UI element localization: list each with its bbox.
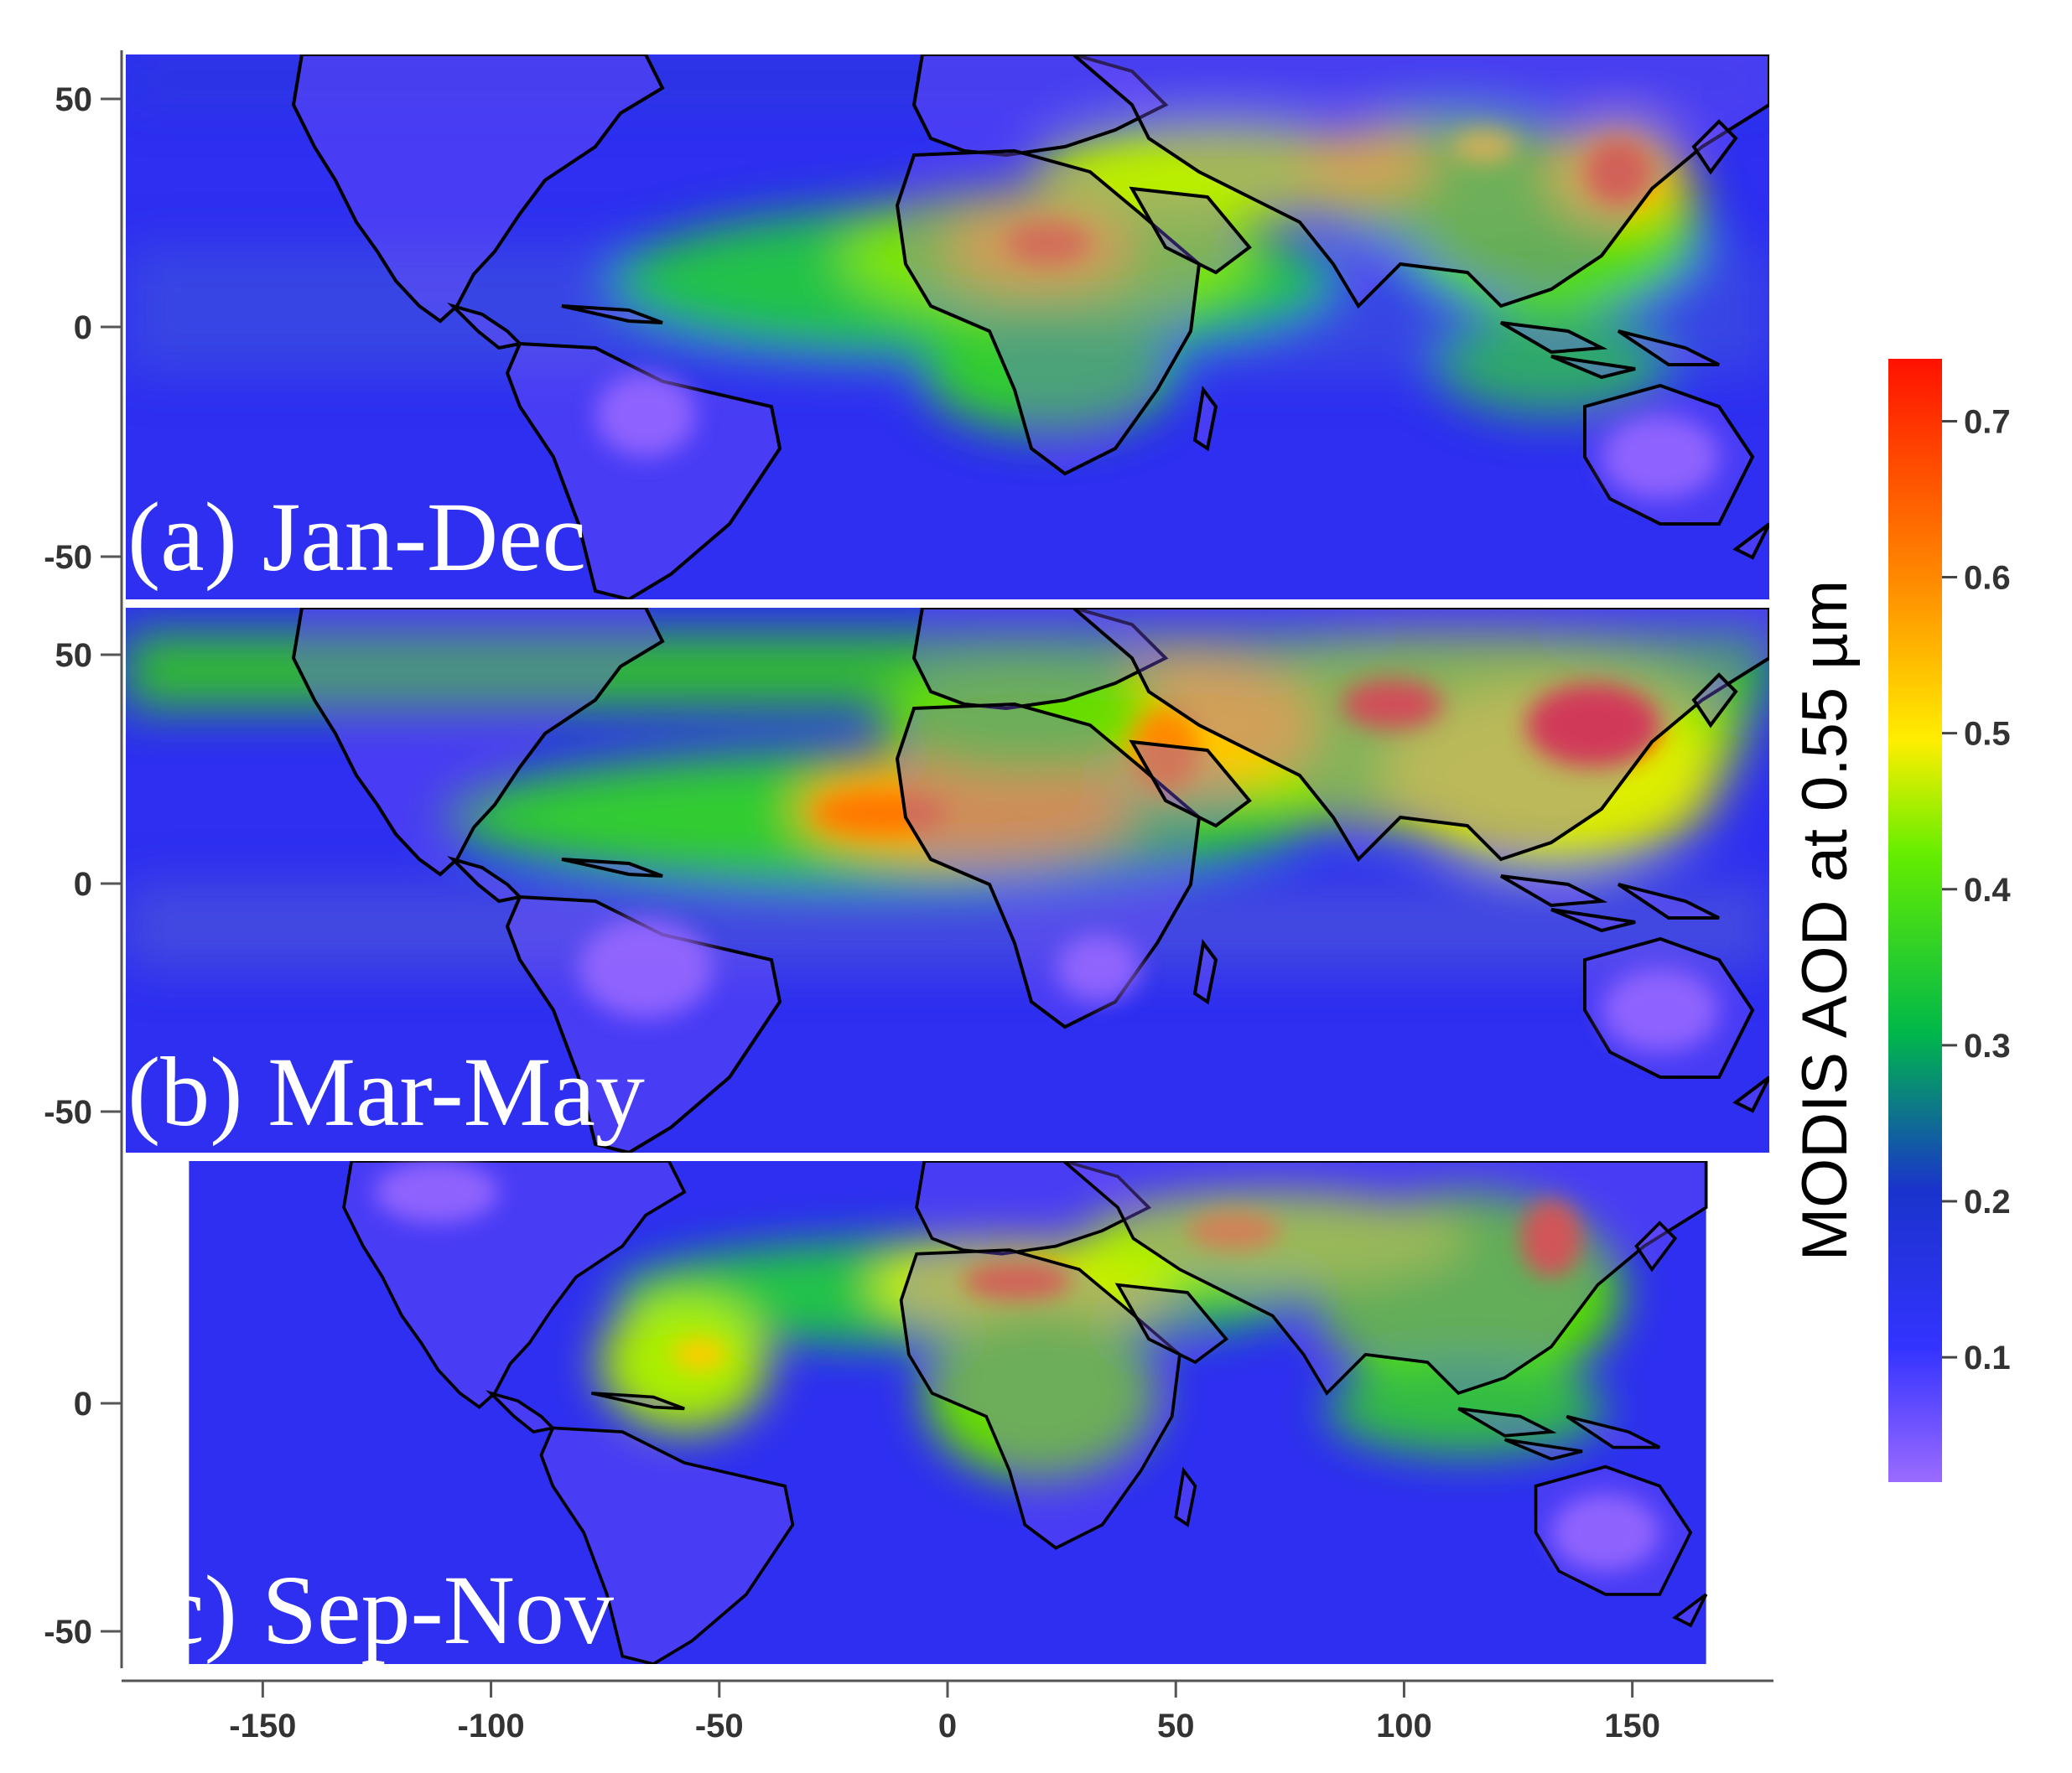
panel-c-label: (c) Sep-Nov <box>127 1555 614 1665</box>
x-axis-ticks: -150 -100 -50 0 50 100 150 <box>229 1681 1660 1744</box>
y-tick-label: 50 <box>55 637 93 674</box>
x-tick-label: 0 <box>938 1708 957 1744</box>
colorbar-tick-label: 0.1 <box>1964 1340 2011 1376</box>
y-tick-label: -50 <box>44 1614 92 1651</box>
panel-b-label: (b) Mar-May <box>127 1037 645 1147</box>
colorbar-title: MODIS AOD at 0.55 µm <box>1789 580 1861 1261</box>
x-tick-label: 100 <box>1376 1708 1432 1744</box>
colorbar-tick-label: 0.2 <box>1964 1184 2011 1221</box>
colorbar-tick-label: 0.7 <box>1964 403 2011 440</box>
y-tick-label: -50 <box>44 539 92 576</box>
y-tick-label: 0 <box>74 866 92 903</box>
x-tick-label: -100 <box>458 1708 525 1744</box>
y-tick-label: 0 <box>74 1386 92 1423</box>
panel-a-label: (a) Jan-Dec <box>127 482 586 592</box>
colorbar: 0.1 0.2 0.3 0.4 0.5 0.6 0.7 MODIS AOD at 0.55 … <box>1789 359 2011 1482</box>
panel-b <box>126 608 1769 1153</box>
y-tick-label: 50 <box>55 81 93 118</box>
x-tick-label: 150 <box>1604 1708 1660 1744</box>
x-tick-label: 50 <box>1157 1708 1195 1744</box>
colorbar-tick-label: 0.3 <box>1964 1028 2011 1065</box>
colorbar-tick-label: 0.5 <box>1964 716 2011 753</box>
colorbar-ticks: 0.1 0.2 0.3 0.4 0.5 0.6 0.7 <box>1942 403 2011 1376</box>
y-axis-ticks: 50 0 -50 50 0 -50 0 -50 <box>44 81 122 1651</box>
x-tick-label: -150 <box>229 1708 296 1744</box>
y-tick-label: 0 <box>74 309 92 346</box>
map-panels: (a) Jan-Dec (b) Mar-May (c) Sep-Nov <box>126 54 1769 1665</box>
colorbar-tick-label: 0.4 <box>1964 872 2011 909</box>
colorbar-tick-label: 0.6 <box>1964 560 2011 597</box>
y-tick-label: -50 <box>44 1094 92 1131</box>
panel-a <box>126 54 1769 599</box>
x-tick-label: -50 <box>695 1708 744 1744</box>
colorbar-gradient <box>1888 359 1942 1482</box>
panel-c <box>189 1161 1708 1664</box>
